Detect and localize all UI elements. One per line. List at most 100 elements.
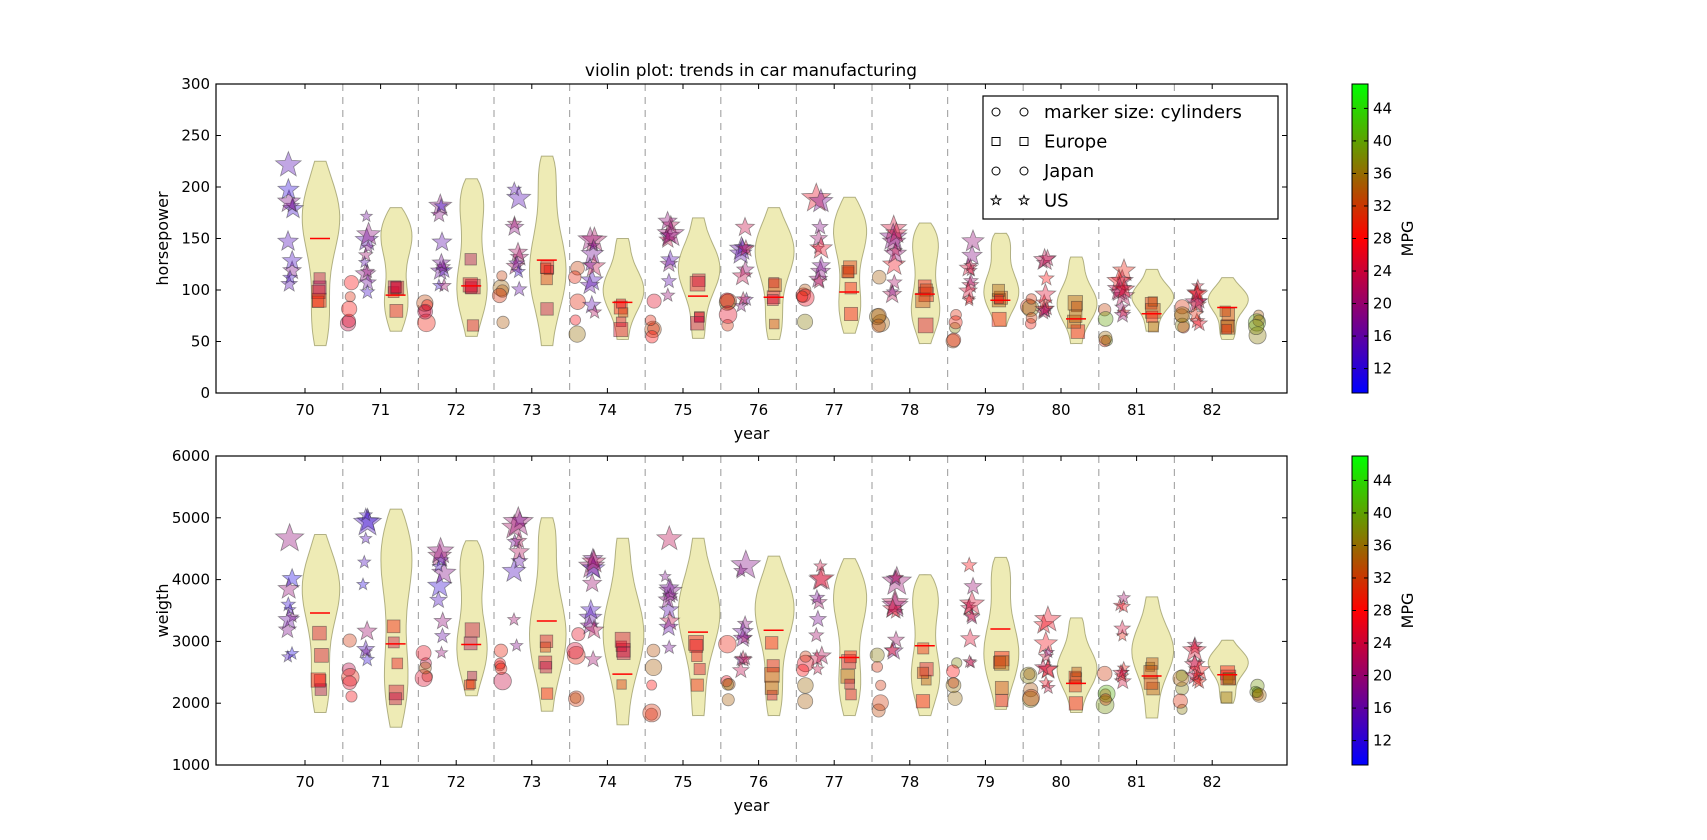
europe-point — [540, 272, 553, 286]
colorbar-tick-label: 12 — [1373, 360, 1392, 378]
japan-point — [1096, 665, 1113, 682]
us-point — [509, 246, 530, 266]
us-point — [736, 238, 756, 257]
us-point — [738, 651, 753, 666]
x-tick-label: 79 — [976, 401, 995, 419]
us-point — [357, 255, 372, 269]
us-point — [510, 551, 529, 569]
us-point — [280, 274, 299, 292]
japan-point — [345, 690, 358, 703]
legend-label: US — [1044, 191, 1069, 212]
x-tick-label: 77 — [825, 401, 844, 419]
x-axis-label: year — [734, 796, 770, 815]
us-point — [436, 277, 452, 293]
japan-point — [342, 675, 357, 690]
japan-point — [1025, 293, 1038, 305]
europe-point — [1146, 681, 1160, 696]
europe-point — [764, 667, 780, 683]
us-point — [809, 235, 834, 259]
japan-point — [646, 679, 658, 691]
us-point — [1112, 277, 1136, 300]
us-point — [731, 620, 755, 642]
us-point — [963, 576, 983, 595]
japan-point — [871, 661, 884, 673]
europe-point — [313, 272, 326, 285]
x-tick-label: 78 — [900, 401, 919, 419]
us-point — [881, 283, 903, 304]
us-point — [506, 215, 523, 231]
japan-point — [798, 283, 812, 297]
us-point — [427, 542, 453, 567]
us-point — [277, 619, 298, 639]
europe-point — [917, 279, 932, 294]
us-point — [506, 181, 523, 197]
colorbar-tick-label: 20 — [1373, 667, 1392, 685]
y-axis-label: weigth — [153, 584, 172, 638]
japan-point — [496, 315, 510, 329]
y-tick-label: 300 — [181, 75, 210, 93]
japan-point — [416, 294, 434, 312]
us-point — [810, 661, 825, 676]
europe-point — [917, 642, 930, 655]
us-point — [658, 616, 679, 637]
us-point — [356, 554, 372, 569]
us-point — [1186, 635, 1204, 653]
y-tick-label: 3000 — [172, 632, 210, 650]
chart-title: violin plot: trends in car manufacturing — [585, 61, 917, 81]
japan-point — [721, 319, 734, 332]
us-point — [735, 259, 755, 279]
legend-label: Japan — [1043, 161, 1094, 182]
us-point — [887, 569, 905, 585]
y-tick-label: 4000 — [172, 571, 210, 589]
x-tick-label: 80 — [1051, 773, 1070, 791]
us-point — [733, 297, 749, 313]
us-point — [1036, 301, 1054, 318]
us-point — [656, 218, 686, 247]
us-point — [885, 569, 904, 587]
us-point — [504, 216, 525, 237]
legend-box — [982, 95, 1279, 220]
japan-point — [569, 314, 582, 326]
europe-point — [764, 636, 779, 650]
europe-point — [464, 622, 480, 638]
europe-point — [312, 625, 327, 641]
europe-point — [766, 294, 779, 306]
europe-point — [994, 655, 1010, 671]
japan-point — [1172, 669, 1190, 687]
violin-72 — [456, 540, 488, 697]
europe-point — [689, 275, 706, 292]
us-point — [1190, 314, 1209, 332]
japan-point — [947, 690, 963, 706]
japan-point — [1099, 693, 1112, 706]
japan-point — [947, 677, 960, 689]
us-point — [276, 188, 302, 213]
us-point — [431, 252, 452, 272]
japan-point — [496, 270, 508, 282]
us-point — [358, 531, 373, 545]
japan-point — [948, 315, 963, 330]
legend-circle-marker — [991, 107, 1001, 117]
colorbar-tick-label: 44 — [1373, 471, 1392, 489]
colorbar-tick-label: 28 — [1373, 230, 1392, 248]
europe-point — [615, 640, 627, 652]
violin-75 — [677, 537, 721, 717]
us-point — [431, 230, 453, 252]
us-point — [502, 505, 535, 536]
x-tick-label: 76 — [749, 773, 768, 791]
us-point — [1116, 304, 1132, 319]
europe-point — [310, 672, 326, 688]
x-tick-label: 70 — [295, 401, 314, 419]
violin-79 — [983, 556, 1020, 710]
europe-point — [313, 674, 327, 687]
europe-point — [993, 655, 1006, 669]
europe-point — [920, 674, 932, 686]
y-axis-label: horsepower — [153, 191, 172, 286]
violin-74 — [602, 537, 645, 726]
us-point — [274, 522, 305, 552]
us-point — [886, 630, 906, 648]
violin-71 — [380, 508, 413, 728]
europe-point — [991, 311, 1007, 327]
japan-point — [871, 307, 887, 324]
japan-point — [1025, 311, 1038, 324]
